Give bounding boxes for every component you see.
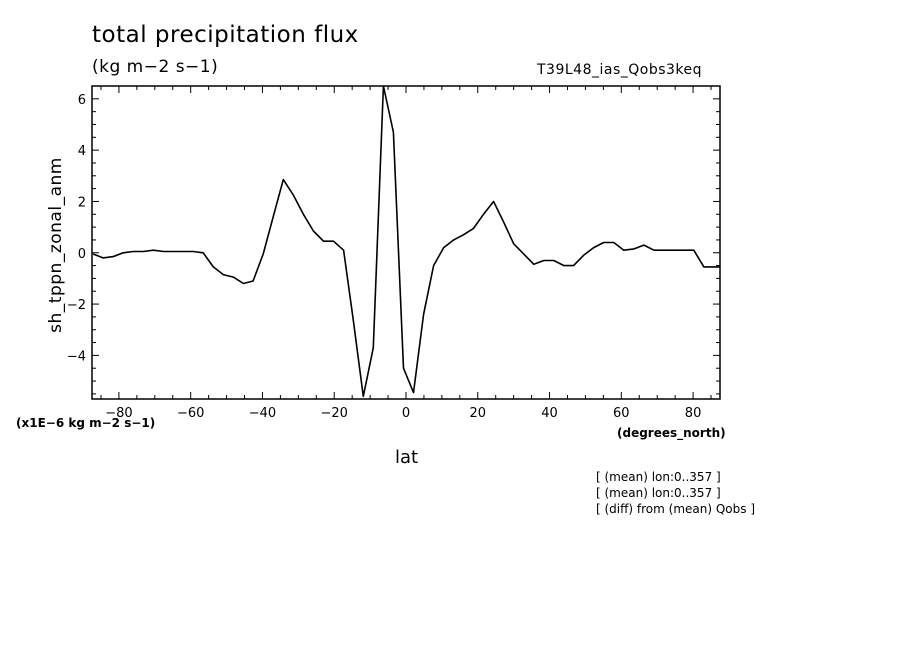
processing-note: [ (mean) lon:0..357 ] bbox=[596, 486, 721, 500]
series-line bbox=[92, 85, 720, 398]
x-tick-label: 20 bbox=[469, 406, 486, 421]
y-tick-label: −4 bbox=[67, 349, 86, 364]
x-tick-label: −40 bbox=[249, 406, 276, 421]
x-tick-label: −20 bbox=[321, 406, 348, 421]
y-tick-label: 0 bbox=[78, 247, 86, 262]
x-tick-label: −60 bbox=[177, 406, 204, 421]
processing-note: [ (mean) lon:0..357 ] bbox=[596, 470, 721, 484]
axis-ticks bbox=[92, 85, 720, 399]
x-axis-label: lat bbox=[395, 447, 419, 468]
y-tick-label: −2 bbox=[67, 298, 86, 313]
y-scale-note: (x1E−6 kg m−2 s−1) bbox=[16, 416, 156, 430]
processing-note: [ (diff) from (mean) Qobs ] bbox=[596, 502, 755, 516]
x-axis-units: (degrees_north) bbox=[617, 426, 726, 440]
y-tick-label: 4 bbox=[78, 144, 86, 159]
y-tick-label: 2 bbox=[78, 195, 86, 210]
plot-frame bbox=[91, 85, 721, 400]
x-tick-label: 60 bbox=[613, 406, 630, 421]
run-id-label: T39L48_ias_Qobs3keq bbox=[537, 62, 703, 78]
x-tick-label: −80 bbox=[105, 406, 132, 421]
x-tick-label: 80 bbox=[685, 406, 702, 421]
x-tick-label: 0 bbox=[402, 406, 410, 421]
chart-title: total precipitation flux bbox=[92, 22, 359, 48]
x-tick-label: 40 bbox=[541, 406, 558, 421]
chart-units: (kg m−2 s−1) bbox=[92, 57, 219, 77]
y-tick-label: 6 bbox=[78, 93, 86, 108]
